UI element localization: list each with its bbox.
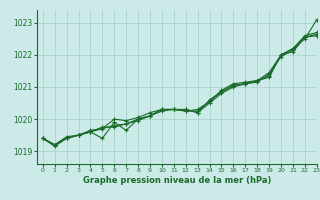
X-axis label: Graphe pression niveau de la mer (hPa): Graphe pression niveau de la mer (hPa) <box>83 176 271 185</box>
